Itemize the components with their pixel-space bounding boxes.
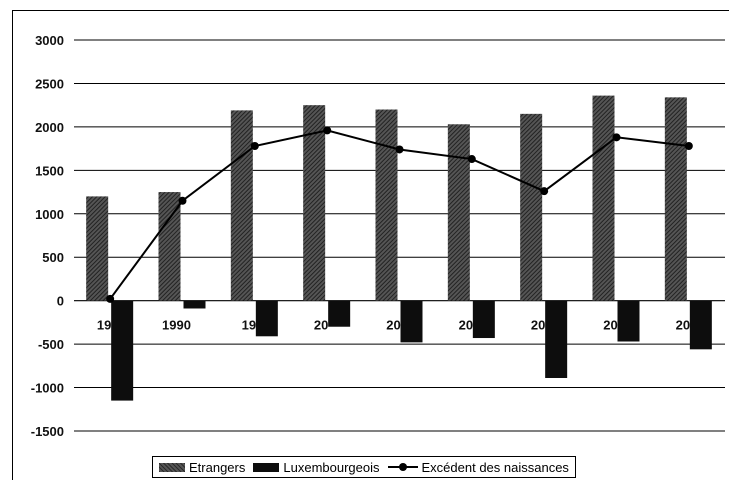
bar-etrangers bbox=[592, 95, 615, 301]
point-excedent bbox=[323, 126, 332, 135]
bar-etrangers bbox=[86, 196, 109, 301]
bar-etrangers bbox=[375, 109, 398, 301]
legend-item-excedent: Excédent des naissances bbox=[387, 459, 569, 475]
y-tick-label: 2000 bbox=[35, 120, 64, 135]
y-tick-label: 1500 bbox=[35, 163, 64, 178]
x-tick-label: 20 bbox=[603, 318, 617, 333]
bar-luxembourgeois bbox=[400, 300, 423, 343]
chart-frame bbox=[12, 10, 729, 480]
bar-etrangers bbox=[230, 110, 253, 301]
y-tick-label: 1000 bbox=[35, 207, 64, 222]
y-tick-label: -1500 bbox=[31, 424, 64, 439]
bar-luxembourgeois bbox=[111, 300, 134, 401]
bar-etrangers bbox=[303, 105, 326, 301]
point-excedent bbox=[250, 142, 259, 151]
legend-item-luxembourgeois: Luxembourgeois bbox=[253, 459, 380, 475]
y-tick-label: -1000 bbox=[31, 381, 64, 396]
y-tick-label: -500 bbox=[38, 337, 64, 352]
x-axis-ticks: 20 20 20 20 20 20 19 1990 19 bbox=[97, 318, 690, 333]
x-tick-label: 20 bbox=[676, 318, 690, 333]
grid bbox=[74, 39, 725, 432]
point-excedent bbox=[395, 145, 404, 154]
point-excedent bbox=[684, 142, 693, 151]
point-excedent bbox=[467, 155, 476, 164]
y-tick-label: 500 bbox=[42, 250, 64, 265]
x-tick-label: 19 bbox=[97, 318, 111, 333]
y-tick-label: 3000 bbox=[35, 33, 64, 48]
legend-label-etrangers: Etrangers bbox=[189, 459, 246, 475]
x-tick-label: 20 bbox=[386, 318, 400, 333]
y-tick-label: 2500 bbox=[35, 76, 64, 91]
bar-etrangers bbox=[520, 113, 543, 301]
bar-luxembourgeois bbox=[328, 300, 351, 327]
x-tick-label: 20 bbox=[531, 318, 545, 333]
point-excedent bbox=[178, 196, 187, 205]
bar-etrangers bbox=[664, 97, 687, 301]
point-excedent bbox=[612, 133, 621, 142]
bars bbox=[86, 95, 712, 401]
line-series bbox=[106, 126, 693, 303]
bar-luxembourgeois bbox=[545, 300, 568, 378]
x-tick-label: 20 bbox=[459, 318, 473, 333]
y-tick-label: 0 bbox=[57, 294, 64, 309]
point-excedent bbox=[106, 294, 115, 303]
legend-label-luxembourgeois: Luxembourgeois bbox=[283, 459, 380, 475]
legend-item-etrangers: Etrangers bbox=[159, 460, 245, 475]
bar-luxembourgeois bbox=[472, 300, 495, 339]
bar-luxembourgeois bbox=[617, 300, 640, 342]
legend-swatch-etrangers bbox=[159, 462, 185, 472]
x-tick-label: 19 bbox=[242, 318, 256, 333]
x-tick-label: 20 bbox=[314, 318, 328, 333]
bar-luxembourgeois bbox=[255, 300, 278, 337]
legend: Etrangers Luxembourgeois Excédent des na… bbox=[152, 456, 576, 478]
bar-etrangers bbox=[158, 192, 181, 301]
legend-label-excedent: Excédent des naissances bbox=[421, 459, 569, 475]
bar-etrangers bbox=[447, 124, 470, 301]
x-tick-label: 1990 bbox=[162, 318, 191, 333]
legend-swatch-luxembourgeois bbox=[253, 462, 280, 472]
bar-luxembourgeois bbox=[689, 300, 712, 350]
point-excedent bbox=[540, 187, 549, 196]
bar-luxembourgeois bbox=[183, 300, 206, 309]
y-axis-ticks: 3000 2500 2000 1500 1000 500 0 -500 -1000 -1500 bbox=[31, 33, 64, 439]
legend-swatch-excedent bbox=[387, 462, 418, 472]
